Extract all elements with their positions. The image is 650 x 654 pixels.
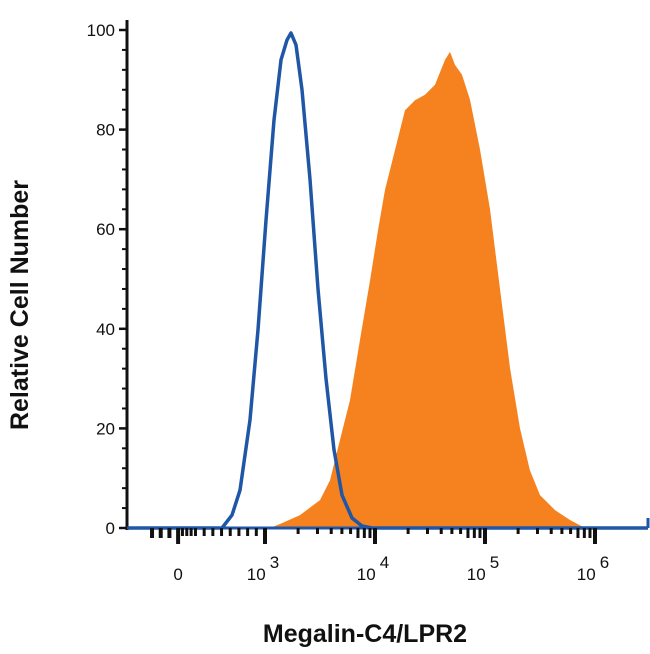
y-tick-label: 40 [96,320,115,339]
x-tick-label: 0 [173,565,182,584]
x-tick-base: 0 [173,565,182,584]
x-tick-base: 10 [247,565,266,584]
x-tick-exponent: 6 [600,553,609,572]
y-axis-label: Relative Cell Number [6,180,34,430]
y-tick-label: 0 [106,519,115,538]
series-outline-1 [127,31,648,530]
y-tick-label: 100 [87,21,115,40]
x-tick-label: 105 [467,553,499,584]
x-tick-base: 10 [467,565,486,584]
x-tick-exponent: 3 [270,553,279,572]
y-tick-label: 20 [96,419,115,438]
x-tick-base: 10 [577,565,596,584]
x-axis-label: Megalin-C4/LPR2 [263,620,467,648]
x-tick-label: 103 [247,553,279,584]
series-fill-0 [269,51,585,529]
x-tick-exponent: 5 [490,553,499,572]
x-tick-exponent: 4 [380,553,389,572]
y-tick-label: 80 [96,121,115,140]
y-tick-label: 60 [96,220,115,239]
x-tick-label: 104 [357,553,389,584]
x-tick-label: 106 [577,553,609,584]
x-tick-base: 10 [357,565,376,584]
